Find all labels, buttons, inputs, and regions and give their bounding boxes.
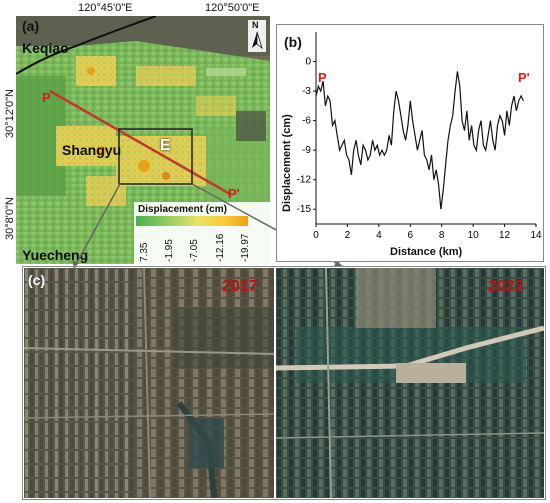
profile-chart: 0 2 4 6 8 10 12 14 0 -3 -6 -9 -12 -15 <box>297 32 542 241</box>
x-tick-label: 0 <box>313 230 319 241</box>
lon-tick-1: 120°45'0"E <box>78 2 133 14</box>
y-tick-label: 0 <box>305 57 311 68</box>
x-tick-label: 2 <box>345 230 351 241</box>
legend-title: Displacement (cm) <box>138 204 227 215</box>
satellite-image-2023 <box>276 268 544 498</box>
y-tick-label: -12 <box>297 175 312 186</box>
y-axis-title: Displacement (cm) <box>281 114 293 212</box>
x-tick-label: 6 <box>408 230 414 241</box>
panel-b-label: (b) <box>284 34 302 50</box>
x-tick-label: 14 <box>530 230 542 241</box>
x-tick-label: 12 <box>499 230 511 241</box>
x-tick-label: 8 <box>439 230 445 241</box>
y-tick-label: -3 <box>302 86 311 97</box>
panel-c-label: (c) <box>28 272 46 288</box>
profile-start-label: P <box>42 90 51 105</box>
place-yuecheng: Yuecheng <box>22 247 89 263</box>
y-tick-label: -9 <box>302 145 311 156</box>
y-tick-label: -15 <box>297 204 312 215</box>
x-tick-label: 4 <box>376 230 382 241</box>
displacement-profile-line <box>315 71 524 210</box>
displacement-map <box>16 16 270 264</box>
lon-tick-2: 120°50'0"E <box>205 2 260 14</box>
y-tick-label: -6 <box>302 116 311 127</box>
place-shangyu: Shangyu <box>62 142 122 158</box>
chart-end-label: P' <box>518 70 530 85</box>
panel-a-label: (a) <box>22 18 40 34</box>
x-tick-label: 10 <box>468 230 480 241</box>
chart-start-label: P <box>318 70 327 85</box>
x-axis-title: Distance (km) <box>390 246 463 258</box>
satellite-image-2017 <box>24 268 274 498</box>
study-area-label: E <box>160 137 171 154</box>
year-label-2017: 2017 <box>222 278 258 295</box>
year-label-2023: 2023 <box>488 278 524 295</box>
north-arrow-letter: N <box>252 20 259 30</box>
place-keqiao: Keqiao <box>22 40 69 56</box>
comparison-frame <box>22 266 546 500</box>
profile-chart-frame <box>276 24 544 262</box>
profile-end-label: P' <box>228 186 240 201</box>
